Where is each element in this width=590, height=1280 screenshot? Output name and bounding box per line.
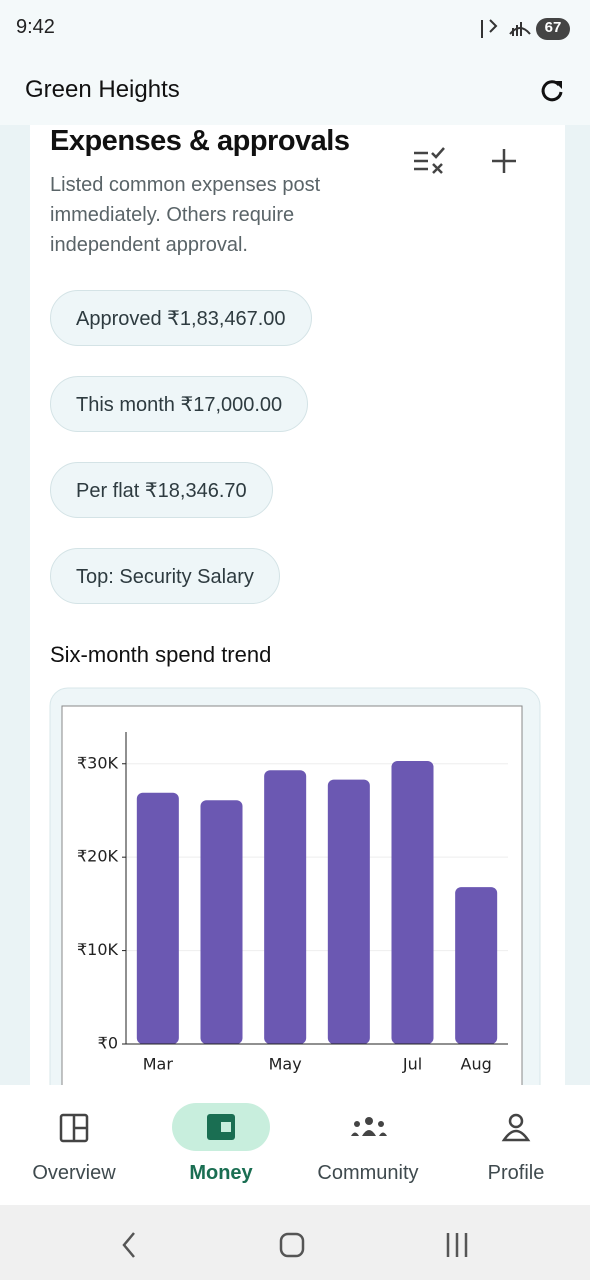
system-buttons <box>122 1232 468 1258</box>
x-tick-label: Mar <box>143 1055 174 1074</box>
card-actions <box>414 147 516 174</box>
card-title: Expenses & approvals <box>50 125 350 157</box>
y-tick-label: ₹20K <box>77 847 119 866</box>
bar <box>264 770 307 1044</box>
y-tick-label: ₹0 <box>98 1034 118 1053</box>
status-time: 9:42 <box>16 16 55 38</box>
add-button[interactable] <box>492 149 516 173</box>
bar <box>327 779 370 1044</box>
chip: Top: Security Salary <box>50 548 280 604</box>
status-icons <box>481 18 570 40</box>
battery: 67 <box>544 19 562 36</box>
nav-icons <box>59 1113 531 1143</box>
refresh-button[interactable] <box>538 77 566 105</box>
bar <box>455 887 498 1044</box>
y-tick-label: ₹10K <box>77 940 119 959</box>
x-tick-label: May <box>269 1055 302 1074</box>
x-tick-label: Jul <box>402 1055 422 1074</box>
section-title: Six-month spend trend <box>50 642 272 667</box>
bar <box>136 792 179 1044</box>
nav-item[interactable]: Profile <box>487 1162 545 1184</box>
system-nav <box>0 1205 590 1280</box>
nav-item[interactable]: Money <box>189 1162 253 1184</box>
nav-item[interactable]: Community <box>317 1162 419 1184</box>
y-tick-label: ₹30K <box>77 753 119 772</box>
chart: ₹0 ₹10K ₹20K ₹30K Mar May Jul Aug <box>49 687 541 1085</box>
chip: This month ₹17,000.00 <box>50 376 309 432</box>
bar <box>200 800 243 1044</box>
bar <box>391 760 434 1044</box>
app-title: Green Heights <box>25 76 180 103</box>
chip: Approved ₹1,83,467.00 <box>50 290 312 346</box>
x-tick-label: Aug <box>461 1055 492 1074</box>
filter-button[interactable] <box>414 147 445 174</box>
card-description: Listed common expenses post immediately.… <box>50 174 321 256</box>
nav-item[interactable]: Overview <box>32 1162 116 1184</box>
chip: Per flat ₹18,346.70 <box>50 462 273 518</box>
bottom-nav <box>0 1085 590 1205</box>
